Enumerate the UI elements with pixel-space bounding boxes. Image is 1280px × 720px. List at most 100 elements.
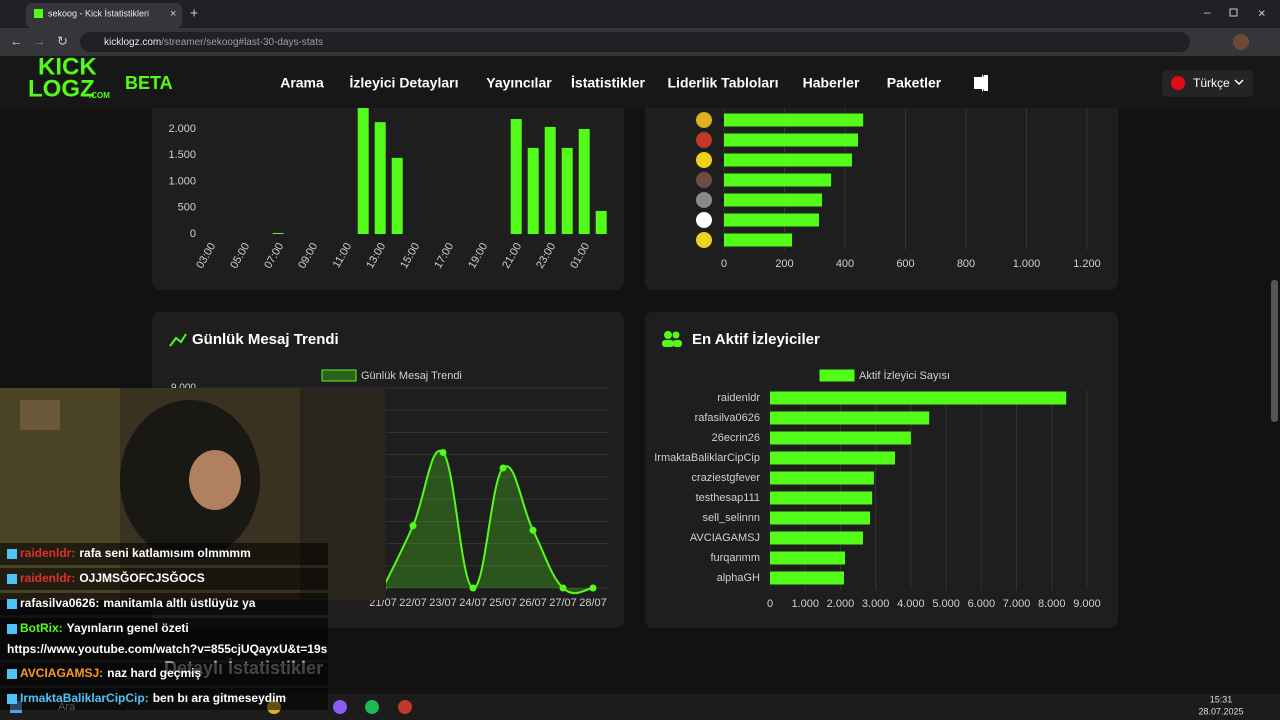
nav-link[interactable]: Yayıncılar (486, 75, 552, 91)
nav-link[interactable]: Haberler (803, 75, 860, 91)
x-tick-label: 27/07 (549, 597, 577, 609)
app-icon[interactable] (398, 700, 412, 714)
bar (724, 193, 823, 207)
badge (7, 669, 17, 679)
chevron (1234, 79, 1244, 86)
badge (7, 574, 17, 584)
logo[interactable]: KICK (38, 53, 97, 80)
tab[interactable] (26, 3, 182, 28)
bar (770, 411, 930, 425)
x-tick-label: 200 (775, 258, 793, 270)
chat-message: rafa seni katlamısım olmmmm (79, 546, 250, 560)
scrollbar[interactable] (1271, 280, 1278, 422)
chat-line: IrmaktaBaliklarCipCip: ben bı ara gitmese… (20, 691, 286, 705)
login-icon[interactable] (974, 74, 988, 92)
bar (770, 431, 911, 445)
badge (7, 694, 17, 704)
language-button[interactable] (1162, 70, 1253, 97)
emote-icon (696, 132, 712, 148)
legend-swatch (321, 369, 357, 382)
nav-link[interactable]: Arama (280, 75, 324, 91)
chart-title: En Aktif İzleyiciler (692, 331, 820, 348)
nav-items: Arama İzleyici Detayları Yayıncılar İstatis… (280, 75, 942, 91)
x-tick-label: 2.000 (827, 598, 855, 610)
url-path: /streamer/sekoog#last-30-days-stats (161, 37, 323, 48)
badge (7, 624, 17, 634)
maximize[interactable] (1229, 8, 1238, 17)
nav-link[interactable]: İzleyici Detayları (350, 75, 459, 91)
nav-link[interactable]: Liderlik Tabloları (668, 75, 779, 91)
y-tick-label: testhesap111 (696, 492, 760, 504)
point (559, 584, 567, 592)
browser-chrome: sekoog - Kick İstatistikleri × + – × ← →… (0, 0, 1280, 422)
logo[interactable]: LOGZ (28, 75, 95, 102)
close-window[interactable]: × (1258, 5, 1266, 20)
y-tick-label: alphaGH (717, 572, 760, 584)
profile[interactable] (1233, 34, 1249, 50)
bar (272, 232, 284, 234)
chat-line: raidenldr: rafa seni katlamısım olmmmm (20, 546, 251, 560)
x-tick-label: 1.000 (791, 598, 819, 610)
x-tick-label: 600 (896, 258, 914, 270)
bar (770, 571, 844, 585)
line (382, 449, 594, 595)
new-tab[interactable]: + (190, 5, 198, 21)
face (189, 450, 241, 510)
x-tick-label: 8.000 (1038, 598, 1066, 610)
chat-link[interactable]: https://www.youtube.com/watch?v=855cjUQa… (7, 642, 328, 656)
chat-user: AVCIAGAMSJ: (20, 666, 103, 680)
panel (645, 312, 1118, 628)
chat-message: OJJMSĞOFCJSĞOCS (79, 570, 204, 585)
x-tick-label: 4.000 (897, 598, 925, 610)
clock-date: 28.07.2025 (1198, 706, 1243, 716)
y-tick-label: 2.000 (168, 123, 196, 135)
chat-user: BotRix: (20, 621, 63, 635)
favicon (34, 9, 43, 18)
chat-message: Yayınların genel özeti (67, 621, 189, 635)
nav-link[interactable]: İstatistikler (571, 75, 645, 91)
bar (770, 471, 874, 485)
emote-icon (696, 112, 712, 128)
point (499, 464, 507, 472)
app-icon[interactable] (333, 700, 347, 714)
tab-title[interactable]: sekoog - Kick İstatistikleri (48, 8, 149, 18)
bar (578, 129, 590, 234)
bar (770, 511, 871, 525)
language-label[interactable]: Türkçe (1193, 76, 1230, 90)
site-nav: KICK LOGZ .COM BETA Arama İzleyici Detayl… (0, 53, 1280, 108)
app-icon[interactable] (365, 700, 379, 714)
bar (595, 210, 607, 234)
chat-message: ben bı ara gitmeseydim (153, 691, 286, 705)
chat-bg (0, 543, 328, 565)
panel (152, 100, 624, 290)
y-tick-label: 500 (178, 202, 196, 214)
tab-close[interactable]: × (170, 8, 176, 20)
url-host[interactable]: kicklogz.com/streamer/sekoog#last-30-day… (104, 37, 323, 48)
x-tick-label: 800 (957, 258, 975, 270)
reload-button[interactable]: ↻ (57, 33, 68, 48)
y-tick-label: craziestgfever (692, 472, 761, 484)
y-tick-label: rafasilva0626 (695, 412, 760, 424)
chat-bg (0, 593, 328, 615)
legend-label: Aktif İzleyici Sayısı (859, 369, 950, 382)
nav-link[interactable]: Paketler (887, 75, 942, 91)
back-button[interactable]: ← (10, 33, 23, 48)
bar (357, 108, 369, 234)
address-bar[interactable] (80, 32, 1190, 52)
bar (544, 126, 556, 234)
logo-suffix: .COM (89, 91, 110, 100)
chat-bg (0, 568, 328, 590)
x-tick-label: 26/07 (519, 597, 547, 609)
legend-label: Günlük Mesaj Trendi (361, 370, 462, 382)
y-tick-label: 26ecrin26 (712, 432, 760, 444)
x-tick-label: 3.000 (862, 598, 890, 610)
bar (527, 147, 539, 234)
forward-button[interactable]: → (33, 33, 46, 48)
panel (645, 100, 1118, 290)
bar (724, 233, 793, 247)
chat-user: raidenldr: (20, 546, 75, 560)
minimize[interactable]: – (1204, 5, 1211, 19)
chat-user: rafasilva0626: (20, 596, 99, 610)
chat-user: raidenldr: (20, 571, 75, 585)
poster (20, 400, 60, 430)
